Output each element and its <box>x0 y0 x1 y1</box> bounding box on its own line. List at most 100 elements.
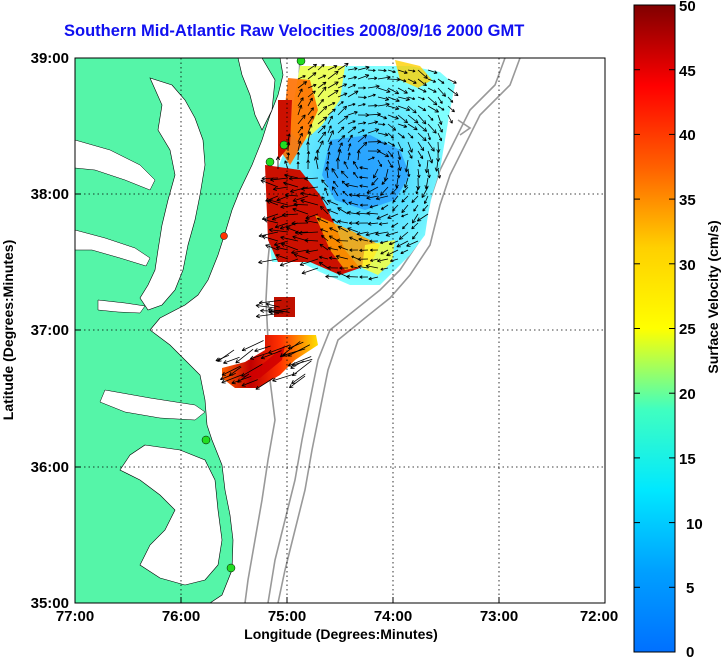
velocity-arrow <box>337 207 349 215</box>
velocity-arrow <box>279 258 299 267</box>
bay-inlet-lower <box>97 299 146 314</box>
velocity-arrow <box>306 159 310 170</box>
velocity-arrow <box>307 83 317 89</box>
velocity-arrow <box>397 114 409 124</box>
velocity-arrow <box>434 159 440 172</box>
colorbar-tick: 35 <box>679 192 696 209</box>
velocity-arrow <box>386 249 399 257</box>
velocity-arrow <box>241 363 263 377</box>
velocity-arrow <box>437 114 443 125</box>
velocity-arrow <box>297 97 304 107</box>
velocity-arrow <box>352 161 359 170</box>
velocity-arrow <box>317 98 324 107</box>
velocity-arrow <box>255 313 280 319</box>
velocity-arrow <box>401 213 409 218</box>
velocity-arrow <box>282 348 306 357</box>
velocity-arrow <box>305 249 319 254</box>
y-tick-label: 35:00 <box>31 595 69 612</box>
velocity-arrow <box>397 159 402 172</box>
velocity-arrow <box>403 177 409 189</box>
velocity-arrow <box>356 211 369 216</box>
y-tick-label: 36:00 <box>31 459 69 476</box>
velocity-arrow <box>318 255 329 260</box>
velocity-arrow <box>267 344 291 354</box>
velocity-arrow <box>416 177 421 190</box>
velocity-arrow <box>353 171 359 179</box>
velocity-arrow <box>280 235 299 242</box>
velocity-arrow <box>299 258 319 266</box>
velocity-arrow <box>331 218 339 224</box>
velocity-arrow <box>348 201 359 206</box>
velocity-arrow <box>397 87 408 94</box>
velocity-arrow <box>366 195 379 200</box>
velocity-arrow <box>326 199 339 206</box>
velocity-arrow <box>377 132 389 137</box>
velocity-arrow <box>437 78 445 84</box>
velocity-arrow <box>261 235 279 242</box>
velocity-arrow <box>359 175 369 180</box>
velocity-arrow <box>392 204 399 212</box>
velocity-arrow <box>241 340 264 352</box>
velocity-arrow <box>274 222 289 229</box>
velocity-arrow <box>346 274 359 279</box>
velocity-arrow <box>357 86 366 90</box>
velocity-arrow <box>327 130 334 143</box>
velocity-arrow <box>377 114 388 120</box>
velocity-arrow <box>427 114 434 121</box>
velocity-arrow <box>284 173 299 179</box>
velocity-arrow <box>327 102 336 107</box>
x-tick-label: 73:00 <box>480 608 518 625</box>
velocity-arrow <box>307 72 317 80</box>
velocity-arrow <box>337 92 348 98</box>
velocity-arrow <box>296 151 300 161</box>
velocity-arrow <box>427 87 437 93</box>
velocity-arrow <box>337 105 348 116</box>
velocity-arrow <box>219 373 236 381</box>
velocity-arrow <box>317 81 327 89</box>
velocity-arrow <box>327 108 336 116</box>
velocity-arrow <box>347 227 359 233</box>
velocity-arrow <box>275 253 289 260</box>
velocity-arrow <box>376 213 389 220</box>
colorbar-tick: 5 <box>686 580 694 597</box>
velocity-arrow <box>327 81 339 89</box>
velocity-arrow <box>261 176 279 181</box>
velocity-arrow <box>326 160 330 170</box>
colorbar-tick: 25 <box>679 321 696 338</box>
velocity-arrow <box>327 141 333 152</box>
velocity-arrow <box>307 115 314 125</box>
map-grid <box>75 58 605 603</box>
velocity-arrow <box>304 238 319 243</box>
velocity-arrow <box>268 198 289 206</box>
velocity-arrow <box>397 150 402 161</box>
velocity-arrow <box>347 67 358 71</box>
colorbar-label: Surface Velocity (cm/s) <box>705 220 721 373</box>
velocity-arrow <box>397 69 408 75</box>
velocity-arrow <box>291 360 312 377</box>
velocity-arrow <box>317 140 324 152</box>
velocity-arrow <box>375 231 389 236</box>
velocity-arrow <box>337 135 346 143</box>
velocity-arrow <box>427 150 434 164</box>
y-axis-title: Latitude (Degrees:Minutes) <box>0 240 16 420</box>
velocity-arrow <box>320 228 329 233</box>
velocity-arrow <box>329 227 339 233</box>
velocity-arrow <box>307 97 313 107</box>
velocity-arrow <box>357 264 369 269</box>
velocity-arrow <box>387 105 400 111</box>
velocity-arrow <box>381 177 389 185</box>
velocity-arrow <box>301 267 319 275</box>
velocity-arrow <box>417 159 421 167</box>
velocity-arrow <box>293 253 309 260</box>
x-axis-title: Longitude (Degrees:Minutes) <box>244 626 438 642</box>
velocity-arrow <box>367 103 378 108</box>
velocity-arrow <box>402 186 409 194</box>
velocity-arrow <box>347 110 358 116</box>
velocity-arrow <box>357 74 370 80</box>
velocity-arrow <box>276 195 289 202</box>
velocity-arrow <box>437 96 443 104</box>
station-marker <box>296 58 306 66</box>
velocity-arrow <box>395 177 399 189</box>
velocity-arrow <box>407 69 416 73</box>
velocity-arrow <box>375 195 389 201</box>
